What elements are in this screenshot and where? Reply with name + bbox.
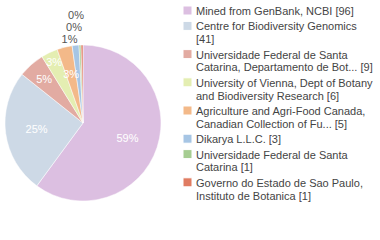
legend-label: Governo do Estado de Sao Paulo,Instituto…	[196, 177, 363, 202]
legend: Mined from GenBank, NCBI [96] Centre for …	[183, 5, 373, 202]
chart: 59%25%5%3%3%1%0%0%Mined from GenBank, NC…	[0, 0, 380, 240]
slice	[81, 45, 83, 123]
legend-label: Universidade Federal de SantaCatarina, D…	[196, 49, 373, 74]
legend-label: Agriculture and Agri-Food Canada,Canadia…	[196, 105, 365, 130]
data-label: 0%	[68, 9, 84, 21]
data-label: 1%	[62, 33, 78, 45]
legend-label: Universidade Federal de SantaCatarina [1…	[196, 149, 349, 174]
data-label: 59%	[116, 132, 138, 144]
legend-swatch	[183, 21, 192, 30]
legend-label: Mined from GenBank, NCBI [96]	[196, 5, 354, 17]
data-label: 3%	[63, 68, 79, 80]
legend-label: Centre for Biodiversity Genomics[41]	[196, 20, 357, 45]
legend-swatch	[183, 150, 192, 159]
data-label: 25%	[26, 123, 48, 135]
data-label: 5%	[36, 73, 52, 85]
slices	[5, 45, 161, 201]
legend-swatch	[183, 134, 192, 143]
legend-swatch	[183, 50, 192, 59]
slice	[72, 45, 83, 123]
data-label: 3%	[46, 56, 62, 68]
legend-label: Dikarya L.L.C. [3]	[196, 133, 281, 145]
slice	[79, 45, 83, 123]
legend-swatch	[183, 178, 192, 187]
legend-swatch	[183, 78, 192, 87]
legend-label: University of Vienna, Dept of Botanyand …	[196, 77, 373, 102]
data-label: 0%	[66, 21, 82, 33]
legend-swatch	[183, 6, 192, 15]
legend-swatch	[183, 106, 192, 115]
data-labels: 59%25%5%3%3%1%0%0%	[26, 9, 139, 144]
